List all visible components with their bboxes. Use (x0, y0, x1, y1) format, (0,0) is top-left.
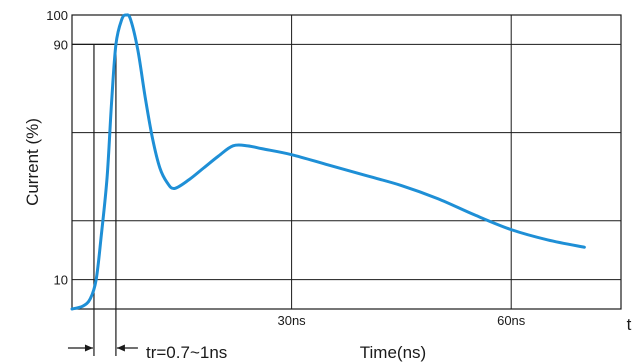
rise-time-annotation: tr=0.7~1ns (146, 343, 227, 362)
y-tick-label: 100 (46, 8, 68, 23)
current-waveform-line (70, 13, 586, 311)
rise-time-arrowhead-left (84, 344, 93, 352)
plot-frame (71, 14, 622, 310)
y-tick-label: 90 (54, 37, 68, 52)
x-axis-label: Time(ns) (360, 343, 426, 362)
tick-labels: 100 90 10 30ns 60ns (46, 8, 525, 328)
x-axis-end-label: t (627, 315, 632, 334)
y-axis-label: Current (%) (23, 118, 42, 206)
rise-time-arrowhead-right (116, 344, 125, 352)
x-tick-label: 30ns (277, 313, 306, 328)
gridlines (72, 15, 621, 309)
x-tick-label: 60ns (497, 313, 526, 328)
series-layer (70, 13, 586, 311)
rise-time-markers (67, 43, 138, 356)
y-tick-label: 10 (54, 273, 68, 288)
